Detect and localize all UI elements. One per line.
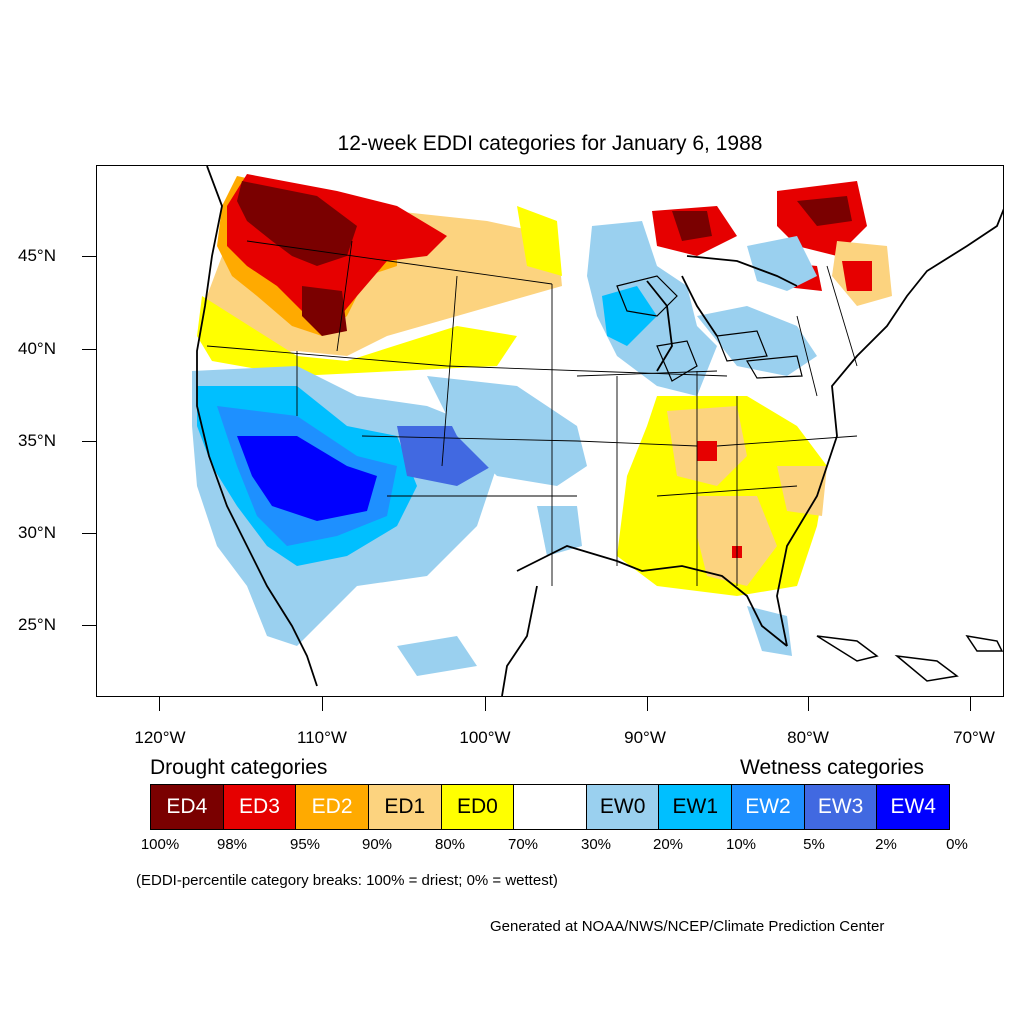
lon-tick-110w xyxy=(322,697,323,711)
lat-tick-25n xyxy=(82,625,96,626)
legend-swatch-ew0: EW0 xyxy=(586,785,660,829)
lat-tick-35n xyxy=(82,441,96,442)
lon-label-120w: 120°W xyxy=(134,728,186,747)
drought-categories-heading: Drought categories xyxy=(150,756,328,779)
lat-label-40n: 40°N xyxy=(18,339,56,358)
lat-tick-30n xyxy=(82,533,96,534)
state-borders xyxy=(206,240,858,586)
legend-swatch-ed4: ED4 xyxy=(151,785,224,829)
legend-swatch-ed1: ED1 xyxy=(368,785,442,829)
lon-label-90w: 90°W xyxy=(624,728,666,747)
map-title: 12-week EDDI categories for January 6, 1… xyxy=(337,132,763,155)
percent-break-98: 98% xyxy=(216,836,248,853)
legend-label-ed4: ED4 xyxy=(166,795,208,818)
lat-label-35n: 35°N xyxy=(18,431,56,450)
lat-tick-40n xyxy=(82,349,96,350)
percent-break-10: 10% xyxy=(725,836,757,853)
legend-swatch-ed2: ED2 xyxy=(296,785,369,829)
lake-outlines xyxy=(616,275,803,382)
legend-swatch-ew2: EW2 xyxy=(732,785,805,829)
legend-label-ew3: EW3 xyxy=(817,795,864,818)
percent-break-2: 2% xyxy=(875,836,897,853)
percent-break-5: 5% xyxy=(803,836,825,853)
lon-tick-70w xyxy=(970,697,971,711)
percent-break-80: 80% xyxy=(434,836,466,853)
legend-swatch-ew3: EW3 xyxy=(804,785,878,829)
lon-tick-120w xyxy=(159,697,160,711)
legend-label-ew2: EW2 xyxy=(745,795,791,818)
category-breaks-note: (EDDI-percentile category breaks: 100% =… xyxy=(136,872,558,889)
eddi-map-canvas xyxy=(192,166,1003,696)
legend-label-ed1: ED1 xyxy=(384,795,426,818)
island-outlines xyxy=(816,634,1003,682)
percent-break-0: 0% xyxy=(946,836,968,853)
lon-tick-100w xyxy=(485,697,486,711)
percent-break-20: 20% xyxy=(652,836,684,853)
drought-region-pacific-northwest xyxy=(197,174,562,376)
percent-break-70: 70% xyxy=(507,836,539,853)
legend-swatch-ed3: ED3 xyxy=(223,785,297,829)
legend-label-ed0: ED0 xyxy=(456,795,498,818)
lon-label-100w: 100°W xyxy=(459,728,511,747)
lon-label-80w: 80°W xyxy=(787,728,829,747)
credit-line: Generated at NOAA/NWS/NCEP/Climate Predi… xyxy=(490,918,885,935)
lat-label-30n: 30°N xyxy=(18,523,56,542)
lon-tick-90w xyxy=(647,697,648,711)
legend-label-ed2: ED2 xyxy=(311,795,353,818)
eddi-map xyxy=(96,165,1004,697)
lon-tick-80w xyxy=(808,697,809,711)
legend-swatch-ew4: EW4 xyxy=(877,785,950,829)
drought-region-southeast xyxy=(617,396,827,596)
wetness-categories-heading: Wetness categories xyxy=(740,756,925,779)
lon-label-70w: 70°W xyxy=(953,728,995,747)
legend-swatch-ed0: ED0 xyxy=(441,785,515,829)
percent-break-100: 100% xyxy=(140,836,180,853)
lon-label-110w: 110°W xyxy=(297,728,347,747)
legend-swatch-neutral xyxy=(514,785,587,829)
legend-label-ed3: ED3 xyxy=(239,795,280,818)
percent-break-30: 30% xyxy=(580,836,612,853)
category-legend: ED4 ED3 ED2 ED1 ED0 EW0 EW1 EW2 EW3 EW4 xyxy=(150,784,950,830)
percent-break-90: 90% xyxy=(361,836,393,853)
legend-label-ew0: EW0 xyxy=(599,795,646,818)
wetness-region-great-lakes xyxy=(587,221,817,656)
lat-tick-45n xyxy=(82,256,96,257)
wetness-region-plains xyxy=(427,376,587,556)
lat-label-25n: 25°N xyxy=(18,615,56,634)
legend-label-ew1: EW1 xyxy=(672,795,719,818)
legend-label-ew4: EW4 xyxy=(890,795,936,818)
percent-break-95: 95% xyxy=(289,836,321,853)
legend-swatch-ew1: EW1 xyxy=(659,785,733,829)
lat-label-45n: 45°N xyxy=(18,246,56,265)
coastline xyxy=(196,166,1003,696)
wetness-region-southwest xyxy=(192,366,497,676)
